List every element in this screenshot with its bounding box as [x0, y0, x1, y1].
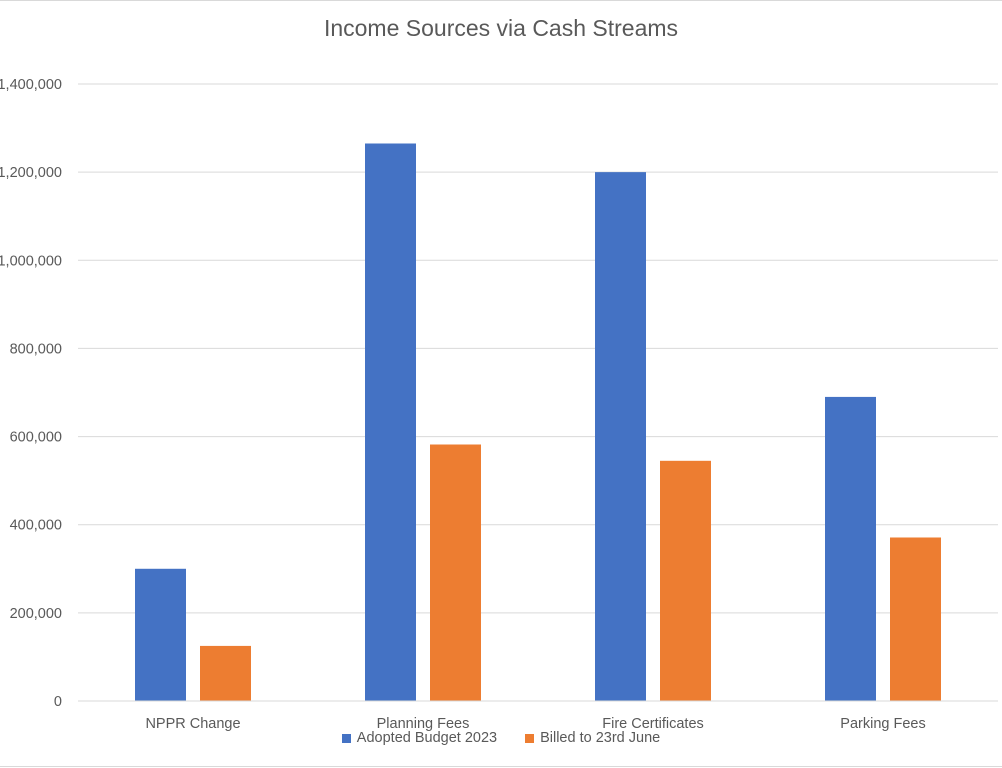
bar-nppr-change-series-1 [135, 568, 186, 701]
legend-label: Adopted Budget 2023 [356, 730, 498, 746]
y-tick-label: 800,000 [10, 341, 62, 357]
bar-planning-fees-series-2 [430, 444, 481, 701]
x-category-label: Planning Fees [377, 716, 470, 732]
legend-label: Billed to 23rd June [540, 730, 661, 746]
y-tick-label: 200,000 [10, 606, 62, 622]
y-tick-label: 0 [54, 694, 62, 710]
x-category-label: NPPR Change [145, 716, 240, 732]
bar-fire-certificates-series-1 [595, 172, 646, 702]
chart-title: Income Sources via Cash Streams [323, 15, 679, 41]
bar-fire-certificates-series-2 [660, 460, 711, 701]
x-category-label: Parking Fees [840, 716, 925, 732]
y-tick-label: 1,200,000 [0, 165, 62, 181]
chart-legend: Adopted Budget 2023 Billed to 23rd June [0, 730, 1002, 746]
bar-nppr-change-series-2 [200, 645, 251, 701]
legend-swatch [525, 733, 535, 743]
y-tick-label: 400,000 [10, 518, 62, 534]
legend-item: Adopted Budget 2023 [341, 730, 498, 746]
y-tick-label: 1,400,000 [0, 77, 62, 93]
bar-parking-fees-series-2 [890, 537, 941, 701]
y-tick-label: 600,000 [10, 430, 62, 446]
bar-parking-fees-series-1 [825, 396, 876, 701]
x-category-label: Fire Certificates [602, 716, 704, 732]
y-tick-label: 1,000,000 [0, 253, 62, 269]
legend-item: Billed to 23rd June [525, 730, 660, 746]
bar-planning-fees-series-1 [365, 143, 416, 701]
legend-swatch [341, 733, 351, 743]
